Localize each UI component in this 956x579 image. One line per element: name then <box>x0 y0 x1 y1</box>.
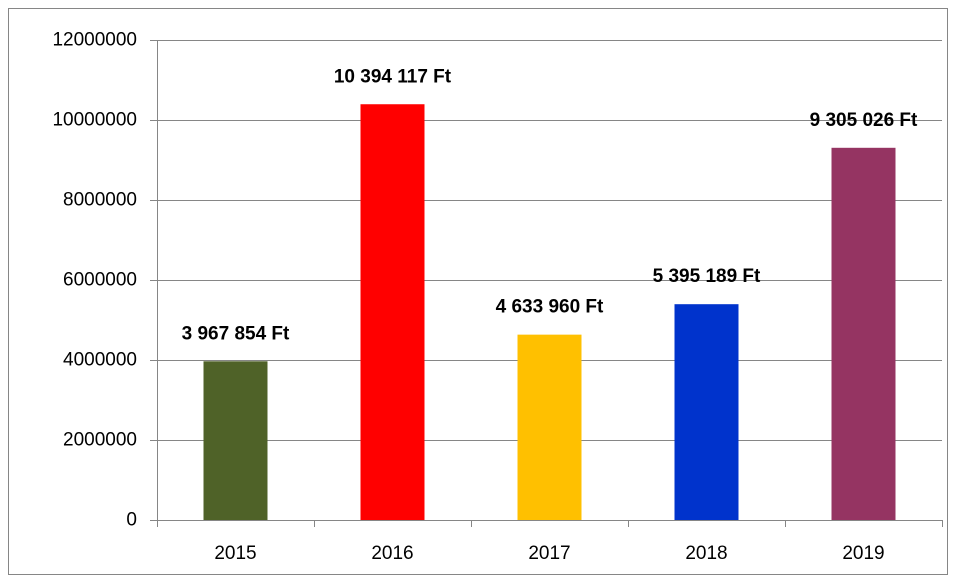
y-tick-label: 8000000 <box>63 190 137 211</box>
bar <box>831 147 896 521</box>
y-tick-label: 10000000 <box>52 110 137 131</box>
x-tick-label: 2019 <box>842 543 884 564</box>
x-tick-label: 2016 <box>371 543 413 564</box>
x-tick-label: 2015 <box>214 543 256 564</box>
value-label: 4 633 960 Ft <box>496 297 604 318</box>
y-tick-label: 2000000 <box>63 430 137 451</box>
y-tick-label: 6000000 <box>63 270 137 291</box>
y-tick-label: 12000000 <box>52 30 137 51</box>
x-tick-label: 2017 <box>528 543 570 564</box>
bar <box>674 304 739 520</box>
chart-border <box>8 8 948 575</box>
value-label: 10 394 117 Ft <box>334 66 452 87</box>
bar <box>517 334 582 520</box>
value-label: 5 395 189 Ft <box>653 266 761 287</box>
bar <box>360 104 425 520</box>
y-tick-label: 0 <box>126 510 137 531</box>
x-tick-label: 2018 <box>685 543 727 564</box>
bar <box>203 361 268 520</box>
y-tick-label: 4000000 <box>63 350 137 371</box>
value-label: 3 967 854 Ft <box>182 323 290 344</box>
value-label: 9 305 026 Ft <box>810 110 918 131</box>
